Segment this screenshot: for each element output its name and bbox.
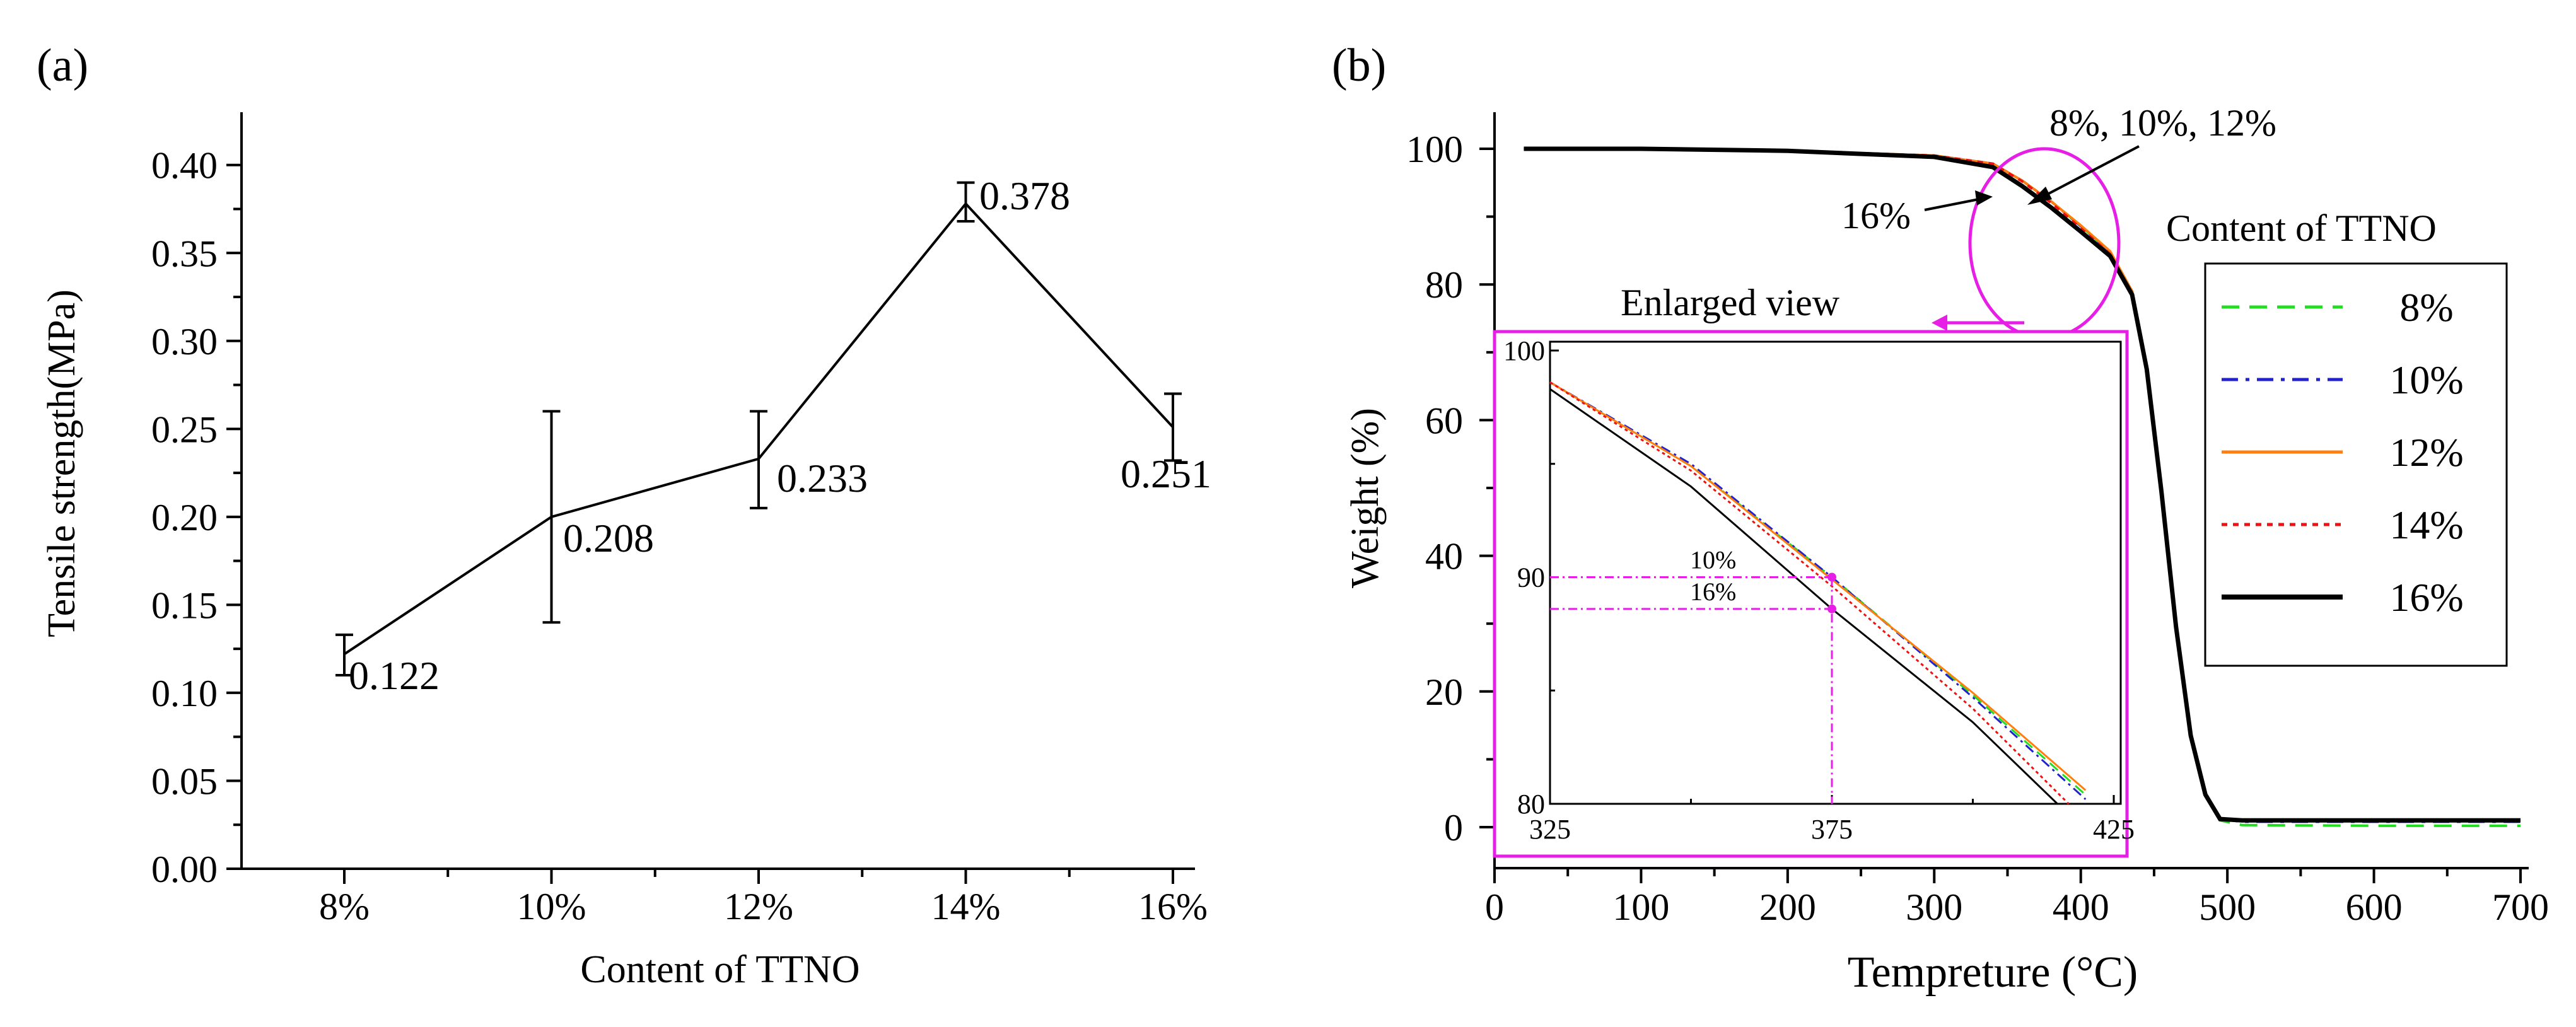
panel-a-y-tick-label: 0.00 bbox=[151, 849, 218, 890]
panel-b-y-tick-label: 100 bbox=[1406, 129, 1463, 170]
panel-a-y-axis-title: Tensile strength(MPa) bbox=[40, 289, 83, 637]
panel-a-y-tick-label: 0.20 bbox=[151, 497, 218, 538]
series-line-16pct bbox=[1524, 146, 2521, 823]
inset-y-tick-label: 100 bbox=[1503, 335, 1545, 366]
panel-b-x-tick-label: 100 bbox=[1612, 886, 1669, 928]
data-label-1: 0.208 bbox=[563, 516, 654, 560]
panel-b-x-tick-label: 200 bbox=[1759, 886, 1816, 928]
panel-a-y-tick-label: 0.25 bbox=[151, 409, 218, 450]
inset-x-tick-label: 325 bbox=[1529, 814, 1571, 845]
inset-line-14pct bbox=[1549, 381, 2070, 805]
panel-b-x-tick-label: 0 bbox=[1485, 886, 1504, 928]
inset-title: Enlarged view bbox=[1621, 282, 1840, 323]
data-label-2: 0.233 bbox=[777, 456, 868, 501]
panel-a-y-tick-label: 0.05 bbox=[151, 760, 218, 802]
panel-b-label: (b) bbox=[1332, 40, 1386, 91]
inset-plot-area bbox=[1549, 340, 2122, 805]
panel-b-x-tick-label: 300 bbox=[1906, 886, 1962, 928]
panel-a-y-tick-label: 0.10 bbox=[151, 673, 218, 714]
legend-label: 14% bbox=[2389, 502, 2463, 547]
arrow-8-10-12 bbox=[2035, 145, 2140, 202]
inset-x-tick-label: 375 bbox=[1811, 814, 1853, 845]
annotation-8-10-12: 8%, 10%, 12% bbox=[2049, 102, 2276, 144]
panel-b-y-tick-label: 60 bbox=[1425, 400, 1463, 441]
inset-x-tick-label: 425 bbox=[2093, 814, 2135, 845]
panel-b-x-tick-label: 700 bbox=[2492, 886, 2549, 928]
panel-a-label: (a) bbox=[37, 40, 88, 91]
panel-b-y-tick-label: 0 bbox=[1444, 807, 1463, 849]
data-label-3: 0.378 bbox=[979, 173, 1070, 218]
panel-b-tga-chart: (b) Weight (%) Tempreture (°C) 8%, 10%, … bbox=[1332, 40, 2549, 997]
panel-a-y-tick-label: 0.30 bbox=[151, 321, 218, 363]
data-label-4: 0.251 bbox=[1121, 451, 1211, 496]
panel-b-y-tick-label: 20 bbox=[1425, 671, 1463, 713]
panel-a-x-tick-label: 10% bbox=[517, 886, 586, 927]
legend-label: 12% bbox=[2389, 430, 2463, 475]
panel-a-y-tick-label: 0.40 bbox=[151, 145, 218, 187]
legend-title: Content of TTNO bbox=[2166, 207, 2437, 249]
panel-a-tensile-chart: (a) Tensile strength(MPa) Content of TTN… bbox=[37, 40, 1211, 991]
arrow-16 bbox=[1924, 197, 1983, 211]
legend-label: 10% bbox=[2389, 357, 2463, 402]
panel-b-x-tick-label: 600 bbox=[2346, 886, 2403, 928]
inset-marker-label: 16% bbox=[1690, 577, 1736, 606]
panel-b-x-tick-label: 500 bbox=[2199, 886, 2256, 928]
panel-a-x-tick-label: 8% bbox=[319, 886, 370, 927]
panel-a-y-tick-label: 0.35 bbox=[151, 233, 218, 274]
enlarge-arrowhead bbox=[1932, 315, 1947, 331]
panel-a-y-tick-label: 0.15 bbox=[151, 584, 218, 626]
inset-marker-label: 10% bbox=[1690, 546, 1736, 574]
inset-y-tick-label: 80 bbox=[1517, 789, 1545, 820]
data-label-0: 0.122 bbox=[349, 653, 440, 698]
panel-a-x-tick-label: 16% bbox=[1138, 886, 1208, 927]
panel-a-x-tick-label: 12% bbox=[724, 886, 793, 927]
inset-frame bbox=[1493, 330, 2129, 858]
arrowhead-16 bbox=[1975, 190, 1993, 206]
arrowhead-8-10-12 bbox=[2027, 187, 2052, 205]
panel-b-y-tick-label: 40 bbox=[1425, 536, 1463, 577]
panel-b-x-axis-title: Tempreture (°C) bbox=[1848, 948, 2138, 997]
panel-a-x-axis-title: Content of TTNO bbox=[580, 948, 860, 991]
panel-a-x-tick-label: 14% bbox=[931, 886, 1001, 927]
panel-b-y-axis-title: Weight (%) bbox=[1344, 408, 1387, 588]
annotation-16: 16% bbox=[1841, 195, 1911, 236]
inset-y-tick-label: 90 bbox=[1517, 562, 1545, 593]
panel-b-y-tick-label: 80 bbox=[1425, 264, 1463, 306]
legend-label: 8% bbox=[2399, 285, 2453, 330]
panel-b-x-tick-label: 400 bbox=[2053, 886, 2109, 928]
legend-label: 16% bbox=[2389, 575, 2463, 620]
